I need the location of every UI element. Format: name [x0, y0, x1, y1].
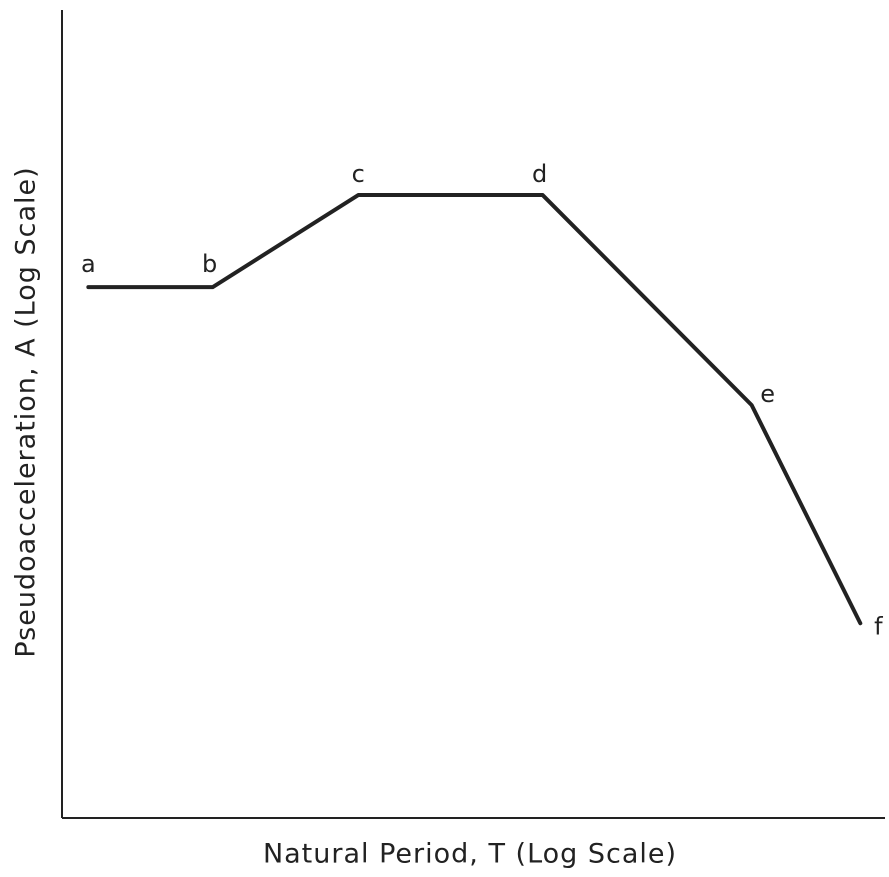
point-label: b [202, 250, 217, 278]
point-label: d [532, 160, 547, 188]
point-label: c [352, 160, 365, 188]
x-axis-label: Natural Period, T (Log Scale) [263, 839, 677, 870]
point-label: f [874, 612, 883, 640]
series-line [86, 193, 863, 626]
point-label: a [81, 250, 96, 278]
point-label: e [760, 380, 775, 408]
y-axis-label: Pseudoacceleration, A (Log Scale) [11, 166, 42, 657]
